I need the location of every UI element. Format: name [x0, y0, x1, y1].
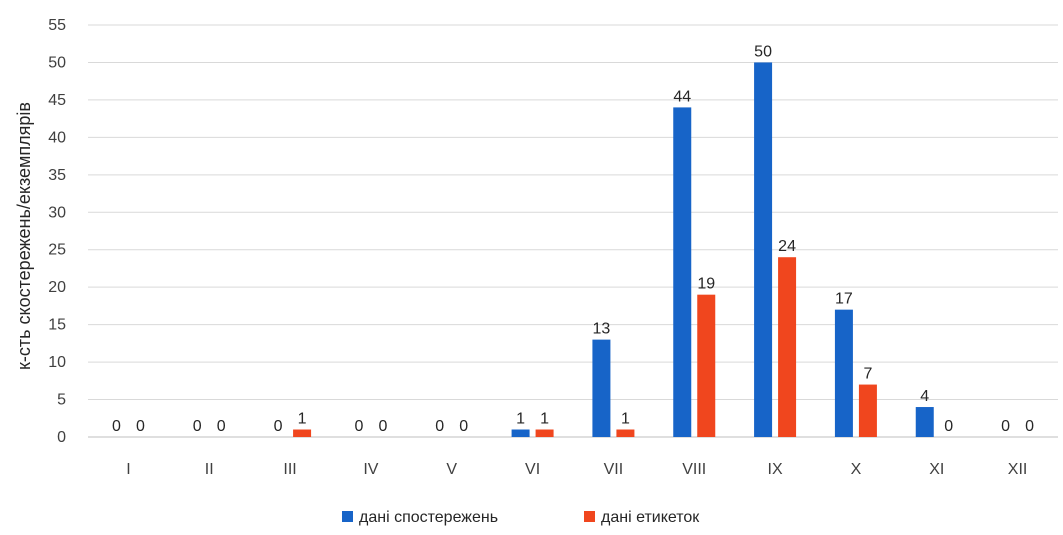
data-label: 0	[354, 418, 363, 435]
y-tick-label: 35	[48, 167, 66, 184]
x-tick-label: I	[126, 461, 130, 478]
data-label: 1	[298, 411, 307, 428]
x-tick-label: IX	[768, 461, 783, 478]
bar	[511, 429, 530, 437]
gridlines	[88, 24, 1058, 438]
legend-label: дані етикеток	[601, 509, 700, 526]
data-label: 0	[378, 418, 387, 435]
x-tick-label: VIII	[682, 461, 706, 478]
data-label: 0	[459, 418, 468, 435]
legend-swatch	[342, 511, 353, 522]
bar	[697, 294, 716, 437]
x-tick-label: VII	[604, 461, 624, 478]
y-tick-label: 25	[48, 242, 66, 259]
y-tick-label: 15	[48, 317, 66, 334]
data-label: 13	[593, 321, 611, 338]
x-tick-label: IV	[363, 461, 378, 478]
y-tick-label: 45	[48, 92, 66, 109]
data-label: 0	[274, 418, 283, 435]
bar	[754, 62, 773, 438]
bar	[915, 407, 934, 437]
legend-swatch	[584, 511, 595, 522]
data-label: 1	[540, 411, 549, 428]
bars	[293, 62, 934, 438]
bar	[858, 384, 877, 437]
y-tick-label: 0	[57, 429, 66, 446]
x-tick-label: VI	[525, 461, 540, 478]
data-label: 0	[1025, 418, 1034, 435]
legend-label: дані спостережень	[359, 509, 498, 526]
data-label: 0	[193, 418, 202, 435]
data-label: 24	[778, 238, 796, 255]
y-tick-label: 40	[48, 129, 66, 146]
y-tick-label: 50	[48, 54, 66, 71]
bar	[293, 429, 312, 437]
x-tick-label: III	[283, 461, 296, 478]
y-tick-label: 55	[48, 17, 66, 34]
x-tick-label: XII	[1008, 461, 1028, 478]
x-tick-label: XI	[929, 461, 944, 478]
data-label: 0	[944, 418, 953, 435]
y-axis-label: к-сть скостережень/екземплярів	[14, 102, 34, 370]
y-tick-label: 10	[48, 354, 66, 371]
bar	[778, 257, 797, 437]
data-label: 1	[621, 411, 630, 428]
x-tick-label: X	[851, 461, 862, 478]
data-label: 44	[673, 88, 691, 105]
data-label: 0	[1001, 418, 1010, 435]
data-label: 0	[136, 418, 145, 435]
data-label: 4	[920, 388, 929, 405]
y-tick-label: 5	[57, 392, 66, 409]
bar	[592, 339, 611, 437]
data-label: 0	[112, 418, 121, 435]
data-label: 50	[754, 43, 772, 60]
data-label: 0	[435, 418, 444, 435]
data-label: 0	[217, 418, 226, 435]
data-label: 1	[516, 411, 525, 428]
bar	[834, 309, 853, 437]
data-label: 7	[863, 366, 872, 383]
y-tick-label: 20	[48, 279, 66, 296]
x-tick-label: II	[205, 461, 214, 478]
data-label: 17	[835, 291, 853, 308]
legend: дані спостережень дані етикеток	[342, 509, 700, 526]
data-label: 19	[697, 276, 715, 293]
x-tick-label: V	[446, 461, 457, 478]
bar	[535, 429, 554, 437]
bar	[616, 429, 635, 437]
y-tick-label: 30	[48, 204, 66, 221]
bar	[673, 107, 692, 438]
